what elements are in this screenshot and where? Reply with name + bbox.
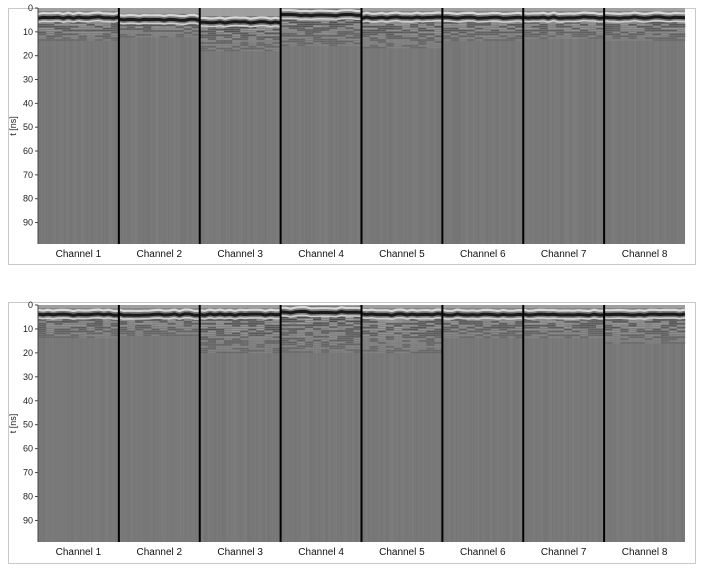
y-tick-label: 10	[23, 27, 33, 37]
y-tick-label: 90	[23, 516, 33, 526]
radargram-chart-bottom: Channel 1 Channel 2 Channel 3 Channel 4 Chan…	[8, 300, 686, 558]
channel-image	[280, 8, 362, 244]
y-tick-label: 10	[23, 324, 33, 334]
channel-image	[37, 8, 120, 244]
y-tick-label: 0	[28, 300, 33, 310]
channel-image	[118, 8, 201, 244]
y-tick-label: 60	[23, 444, 33, 454]
y-tick-label: 70	[23, 468, 33, 478]
channel-label: Channel 3	[217, 547, 263, 558]
channel-image	[522, 305, 605, 542]
channel-label: Channel 8	[622, 249, 668, 260]
y-tick-label: 0	[28, 3, 33, 13]
channel-label: Channel 8	[622, 547, 668, 558]
channel-label: Channel 2	[137, 249, 183, 260]
y-tick-label: 60	[23, 146, 33, 156]
y-tick-label: 50	[23, 122, 33, 132]
channel-label: Channel 4	[298, 547, 344, 558]
y-tick-label: 80	[23, 194, 33, 204]
channel-image	[280, 305, 362, 542]
channel-image	[37, 305, 120, 542]
radargram-panel-bottom: Channel 1 Channel 2 Channel 3 Channel 4 Chan…	[0, 298, 701, 566]
y-tick-label: 40	[23, 396, 33, 406]
radargram-chart-top: Channel 1 Channel 2 Channel 3 Channel 4 Chan…	[8, 3, 686, 260]
channel-image	[442, 8, 524, 244]
channel-image	[199, 305, 282, 542]
y-tick-label: 20	[23, 51, 33, 61]
panel-frame	[8, 302, 696, 564]
y-tick-label: 40	[23, 98, 33, 108]
y-tick-label: 70	[23, 170, 33, 180]
channel-label: Channel 6	[460, 249, 506, 260]
channel-label: Channel 2	[137, 547, 183, 558]
channel-label: Channel 1	[56, 547, 102, 558]
channel-label: Channel 3	[217, 249, 263, 260]
channel-label: Channel 7	[541, 547, 587, 558]
y-tick-label: 30	[23, 372, 33, 382]
y-tick-label: 80	[23, 492, 33, 502]
y-axis-label: t [ns]	[8, 116, 18, 136]
channel-label: Channel 7	[541, 249, 587, 260]
channel-image	[361, 8, 443, 244]
channel-image	[523, 8, 605, 244]
channel-label: Channel 5	[379, 249, 425, 260]
channel-image	[361, 305, 443, 542]
channel-label: Channel 5	[379, 547, 425, 558]
channel-image	[603, 8, 686, 244]
channel-image	[199, 8, 282, 244]
y-axis-label: t [ns]	[8, 414, 18, 434]
radargram-panel-top: Channel 1 Channel 2 Channel 3 Channel 4 Chan…	[0, 0, 701, 268]
channel-image	[442, 305, 524, 542]
y-tick-label: 30	[23, 75, 33, 85]
channel-label: Channel 4	[298, 249, 344, 260]
y-tick-label: 50	[23, 420, 33, 430]
channel-label: Channel 6	[460, 547, 506, 558]
y-tick-label: 20	[23, 348, 33, 358]
y-tick-label: 90	[23, 218, 33, 228]
channel-image	[604, 305, 686, 542]
channel-image	[118, 305, 201, 542]
channel-label: Channel 1	[56, 249, 102, 260]
